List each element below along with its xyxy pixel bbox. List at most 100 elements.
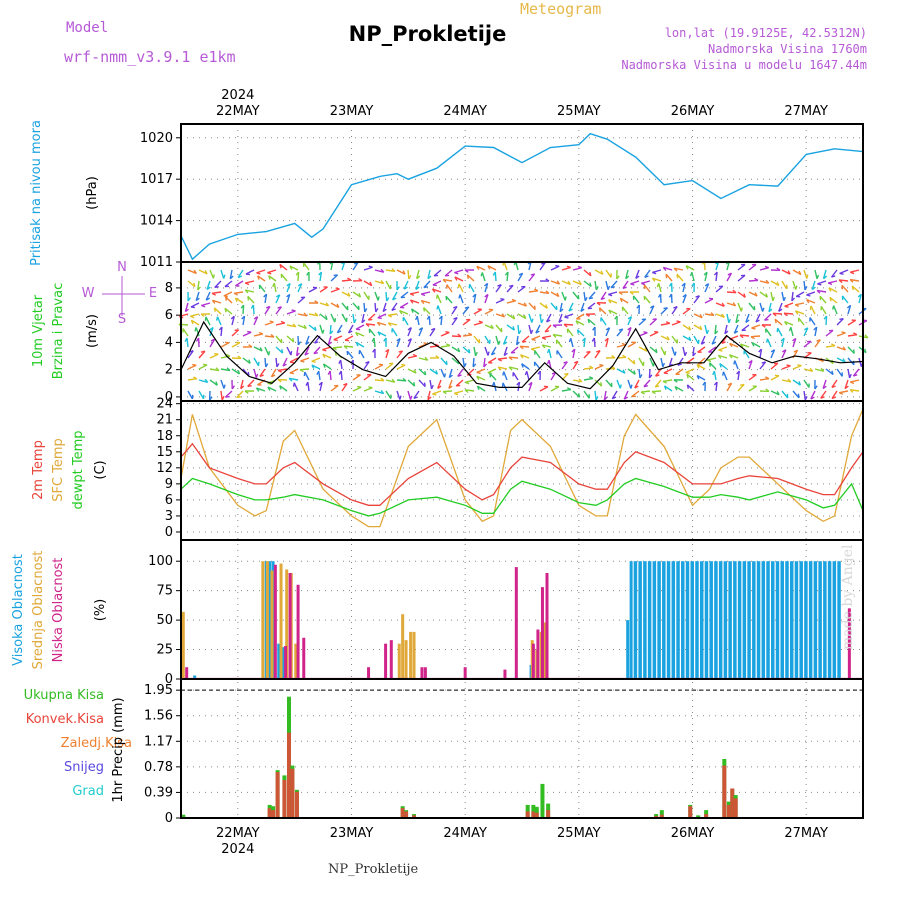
wind-barb: [572, 379, 582, 383]
wind-barb-flag: [686, 374, 689, 379]
wind-barb: [377, 313, 387, 319]
wind-barb: [462, 357, 465, 368]
wind-barb-flag: [466, 274, 469, 279]
y-tick-label: 8: [165, 281, 173, 296]
wind-barb-flag: [512, 326, 516, 331]
wind-barb-flag: [255, 373, 259, 378]
conv-precip-bar: [659, 814, 664, 818]
wind-barb: [289, 265, 299, 271]
wind-barb: [627, 327, 632, 337]
wind-barb: [828, 287, 838, 293]
wind-barb-flag: [839, 272, 844, 275]
wind-barb: [421, 291, 431, 295]
wind-barb-flag: [353, 319, 357, 324]
wind-barb-flag: [421, 293, 426, 297]
wind-barb-flag: [215, 381, 218, 386]
wind-barb: [836, 332, 846, 337]
mid-cloud-bar: [404, 640, 408, 679]
y-tick-label: 15: [156, 445, 173, 460]
wind-barb: [352, 386, 362, 392]
wind-barb: [850, 278, 860, 282]
meteogram-label: Meteogram: [520, 0, 602, 18]
wind-barb: [770, 280, 780, 287]
y-tick-label: 6: [165, 493, 173, 508]
wind-barb-flag: [546, 359, 550, 365]
wind-barb: [734, 360, 739, 370]
wind-barb-flag: [735, 319, 740, 324]
day-label-top: 25MAY: [557, 104, 601, 119]
wind-barb-flag: [745, 319, 750, 323]
wind-barb: [850, 269, 860, 273]
wind-barb-flag: [727, 272, 732, 276]
wind-barb: [795, 310, 805, 315]
wind-barb-flag: [761, 361, 766, 364]
wind-barb: [847, 368, 851, 378]
info-model-elevation: Nadmorska Visina u modelu 1647.44m: [621, 58, 867, 72]
wind-barb: [620, 297, 629, 304]
wind-barb-flag: [313, 352, 318, 355]
wind-barb: [374, 269, 384, 273]
wind-barb-flag: [497, 284, 502, 287]
precip-legend-item: Zaledj.Kisa: [61, 736, 132, 751]
wind-barb: [289, 368, 299, 374]
wind-barb: [187, 378, 198, 381]
wind-barb-flag: [398, 350, 403, 353]
wind-barb-flag: [708, 362, 712, 367]
wind-barb-flag: [558, 319, 563, 324]
wind-barb-flag: [333, 338, 338, 342]
wind-barb-flag: [713, 271, 718, 276]
wind-barb-flag: [844, 385, 849, 390]
wind-barb: [616, 356, 627, 359]
wind-barb-flag: [348, 330, 353, 334]
wind-barb: [329, 324, 332, 335]
wind-barb: [605, 379, 613, 388]
wind-barb-flag: [611, 355, 616, 359]
wind-barb: [297, 271, 300, 282]
wind-barb-flag: [253, 316, 258, 320]
wind-barb: [209, 353, 219, 359]
high-cloud-bar: [718, 561, 723, 679]
wind-barb: [594, 269, 604, 275]
wind-barb-flag: [595, 285, 599, 291]
wind-barb: [368, 328, 376, 337]
high-cloud-bar: [728, 561, 732, 679]
wind-barb-flag: [758, 348, 762, 353]
wind-barb-flag: [691, 282, 695, 287]
wind-barb-flag: [327, 370, 331, 375]
high-cloud-bar: [827, 561, 832, 679]
wind-barb-flag: [420, 300, 425, 305]
wind-barb: [660, 335, 670, 341]
wind-barb-flag: [223, 295, 228, 298]
wind-barb: [385, 291, 388, 302]
wind-barb: [809, 317, 816, 326]
wind-barb-flag: [343, 345, 348, 350]
wind-barb-flag: [279, 385, 282, 390]
wind-barb-flag: [190, 319, 194, 325]
wind-barb-flag: [563, 323, 568, 328]
wind-barb: [550, 302, 558, 311]
wind-barb: [237, 269, 244, 278]
wind-barb-flag: [292, 337, 295, 343]
low-cloud-bar: [296, 584, 300, 679]
wind-barb-flag: [828, 287, 832, 292]
wind-barb: [264, 306, 271, 315]
wind-barb-flag: [299, 369, 304, 373]
wind-barb: [264, 335, 275, 338]
low-cloud-bar: [384, 643, 388, 679]
precip-legend-item: Grad: [72, 784, 104, 799]
wind-barb: [484, 324, 494, 330]
wind-barb: [451, 357, 460, 365]
wind-barb-flag: [577, 265, 582, 269]
high-cloud-bar: [714, 561, 718, 679]
wind-barb-flag: [633, 359, 636, 365]
wind-barb-flag: [476, 371, 481, 374]
wind-barb: [223, 291, 233, 297]
wind-barb-flag: [797, 364, 802, 367]
wind-barb-flag: [640, 391, 645, 395]
wind-barb: [341, 313, 348, 323]
wind-barb-flag: [415, 286, 420, 291]
wind-barb: [396, 350, 404, 359]
conv-precip-bar: [267, 808, 272, 818]
wind-barb: [671, 306, 678, 315]
wind-barb: [611, 390, 618, 400]
